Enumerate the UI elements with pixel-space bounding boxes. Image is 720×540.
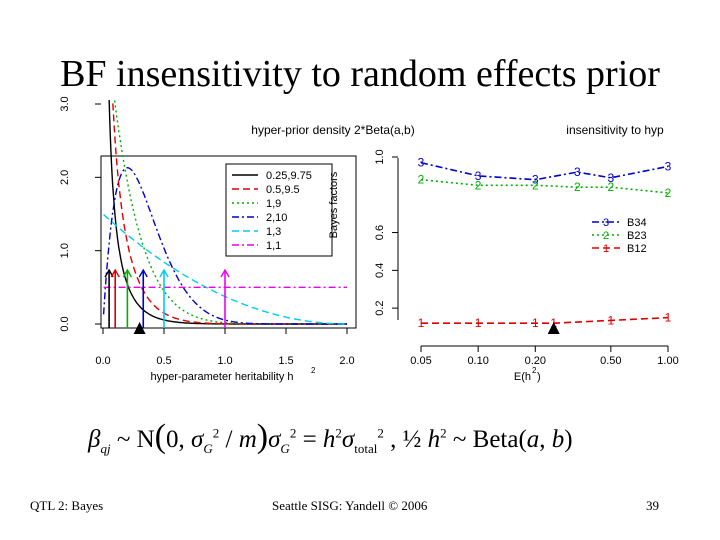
bf-point-B23: 2 (532, 178, 539, 192)
plot2-legend-symbol-B12: 1 (603, 243, 609, 255)
bf-point-B23: 2 (574, 180, 581, 194)
plot1-ytick-label: 2.0 (59, 170, 71, 185)
prior-mean-arrowhead (122, 268, 133, 278)
bf-point-B23: 2 (475, 178, 482, 192)
plot2-xlabel: E(h (514, 371, 531, 383)
plot1-ytick-label: 0.0 (59, 316, 71, 331)
plot1-xlabel-sup: 2 (311, 366, 316, 375)
legend-label-0-25-9-75: 0.25,9.75 (266, 170, 312, 182)
plot2-ytick-label: 0.4 (374, 263, 386, 278)
bf-point-B23: 2 (418, 173, 425, 187)
plot2-ylabel: Bayes factors (328, 171, 340, 238)
bf-point-B34: 3 (532, 173, 539, 187)
bf-point-B23: 2 (665, 186, 672, 200)
plot2-xtick-label: 0.20 (525, 355, 546, 367)
plot2-legend-label-B23: B23 (627, 230, 647, 242)
plot1-ytick-label: 3.0 (59, 96, 71, 111)
bf-point-B12: 1 (665, 311, 672, 325)
bf-point-B34: 3 (475, 169, 482, 183)
plot1-frame (100, 155, 357, 329)
plot1-xlabel: hyper-parameter heritability h (150, 371, 293, 383)
plot2-ytick-label: 0.2 (374, 300, 386, 315)
plot2-title: insensitivity to hyp (566, 123, 664, 137)
hyperprior-density-chart: hyper-prior density 2*Beta(a,b) 0.0 0.5 1.0… (59, 96, 415, 383)
prior-mean-arrowhead (138, 268, 148, 278)
bf-point-B12: 1 (608, 313, 615, 327)
bf-line-B34 (420, 161, 669, 181)
bf-point-B12: 1 (418, 316, 425, 330)
plot2-legend-label-B34: B34 (627, 217, 647, 229)
bf-point-B12: 1 (532, 316, 539, 330)
density-curve-2-10 (102, 166, 347, 325)
plot2-xtick-label: 0.05 (410, 355, 431, 367)
legend-label-1-3: 1,3 (266, 226, 281, 238)
footer-left: QTL 2: Bayes (30, 498, 104, 513)
plot1-xtick-label: 0.5 (156, 355, 171, 367)
plot2-legend-label-B12: B12 (627, 243, 647, 255)
plot2-ytick-label: 1.0 (374, 149, 386, 164)
plot2-xlabel-end: ) (537, 371, 541, 383)
plot1-legend (225, 163, 333, 257)
prior-mean-arrowhead (159, 268, 169, 278)
page-number: 39 (646, 498, 659, 513)
footer-center: Seattle SISG: Yandell © 2006 (272, 498, 428, 513)
legend-label-2-10: 2,10 (266, 212, 287, 224)
plot2-triangle-marker (547, 322, 560, 334)
bf-line-B23 (420, 178, 669, 194)
plot2-ytick-label: 0.6 (374, 225, 386, 240)
legend-label-0-5-9-5: 0.5,9.5 (266, 184, 300, 196)
plot2-xlabel-sup: 2 (532, 366, 537, 375)
plot1-ytick-label: 1.0 (59, 243, 71, 258)
bf-point-B23: 2 (608, 180, 615, 194)
formula: βqj ~ N(0, σG2 / m)σG2 = h2σtotal2 , ½ h… (88, 418, 573, 456)
prior-mean-arrowhead (220, 268, 230, 278)
prior-mean-arrowhead (110, 268, 120, 278)
plot1-xtick-label: 1.0 (217, 355, 232, 367)
bf-point-B34: 3 (665, 159, 672, 173)
bf-line-B12 (421, 316, 669, 324)
plot1-title: hyper-prior density 2*Beta(a,b) (251, 123, 414, 137)
bf-point-B34: 3 (418, 156, 425, 170)
bf-point-B34: 3 (608, 171, 615, 185)
plot1-xtick-label: 2.0 (339, 355, 354, 367)
plot2-xtick-label: 0.50 (600, 355, 621, 367)
bf-point-B12: 1 (475, 316, 482, 330)
plot1-triangle-marker (133, 322, 146, 334)
legend-label-1-9: 1,9 (266, 198, 281, 210)
plot2-legend-symbol-B23: 2 (603, 230, 609, 242)
plot2-legend-symbol-B34: 3 (603, 217, 609, 229)
plot2-xtick-label: 0.10 (467, 355, 488, 367)
plot1-xtick-label: 0.0 (95, 355, 110, 367)
slide-title: BF insensitivity to random effects prior (60, 53, 660, 95)
plot1-xtick-label: 1.5 (278, 355, 293, 367)
plot2-xtick-label: 1.00 (657, 355, 678, 367)
legend-label-1-1: 1,1 (266, 240, 281, 252)
bayes-factor-chart: insensitivity to hyp 0.2 0.4 0.6 1.0 Bayes fa… (328, 123, 679, 383)
bf-point-B34: 3 (574, 165, 581, 179)
